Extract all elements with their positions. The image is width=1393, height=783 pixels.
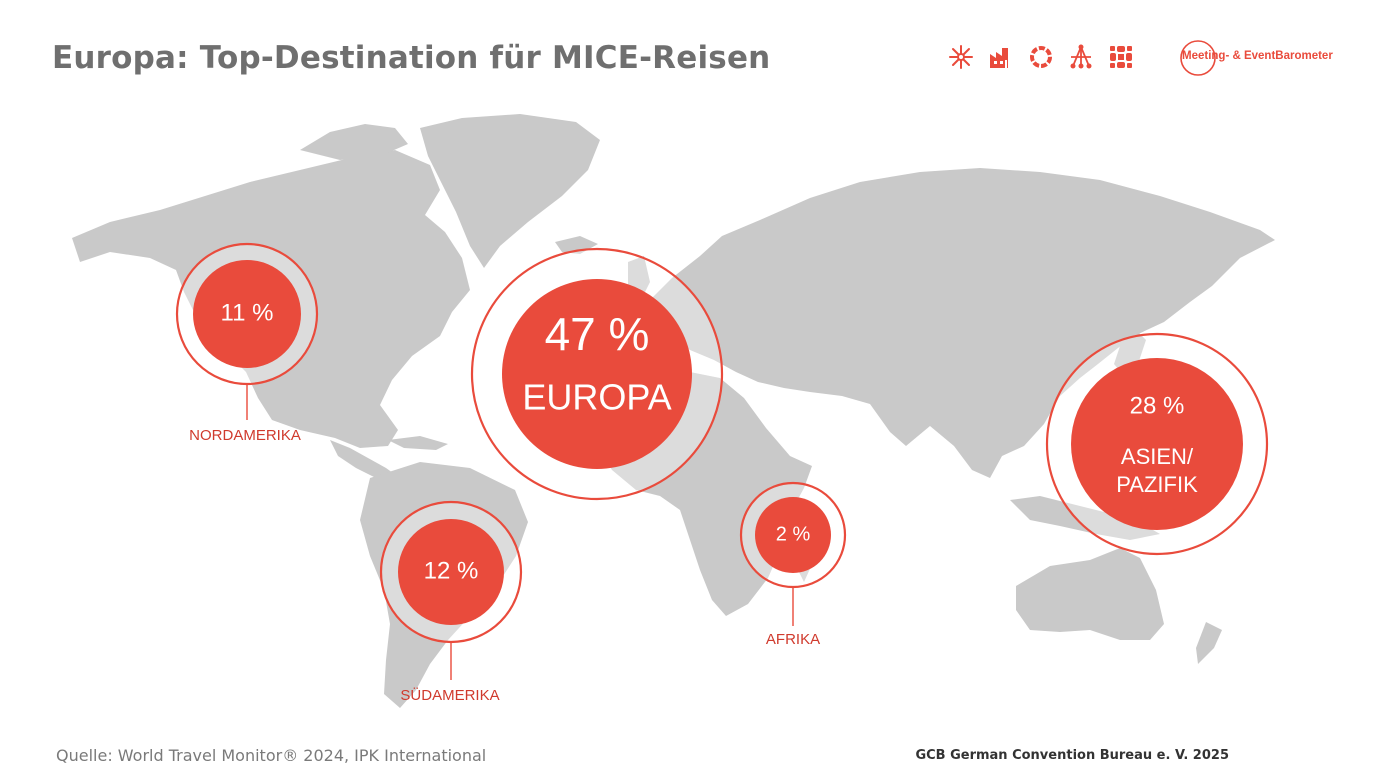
- value-label-afrika: 2 %: [776, 523, 811, 545]
- brand-icons: [948, 44, 1134, 72]
- bubble-afrika: 2 % AFRIKA: [739, 481, 847, 648]
- bubble-markers: 11 % NORDAMERIKA 47 % EUROPA 28 % ASIEN/PAZIF…: [175, 242, 1269, 704]
- landmass-australia: [1016, 548, 1164, 640]
- bubble-nordamerika-fill: [193, 260, 301, 368]
- value-label-europa: 47 %: [545, 308, 650, 360]
- region-label-europa: EUROPA: [522, 377, 671, 418]
- region-label-südamerika: SÜDAMERIKA: [400, 686, 499, 704]
- region-label-afrika: AFRIKA: [766, 631, 820, 648]
- value-label-südamerika: 12 %: [424, 557, 479, 584]
- factory-icon: [990, 48, 1008, 68]
- landmass-caribbean: [388, 436, 448, 450]
- bubble-südamerika: 12 % SÜDAMERIKA: [379, 500, 523, 704]
- landmass-new-zealand: [1196, 622, 1222, 664]
- network-icon: [1070, 44, 1092, 69]
- bubble-asien-pazifik: 28 % ASIEN/PAZIFIK: [1045, 332, 1269, 556]
- region-label-asien-pazifik: ASIEN/: [1121, 444, 1194, 469]
- region-label-nordamerika: NORDAMERIKA: [189, 427, 301, 444]
- value-label-asien-pazifik: 28 %: [1130, 392, 1185, 419]
- landmass-eurasia: [650, 168, 1275, 478]
- bubble-asien-pazifik-fill: [1071, 358, 1243, 530]
- landmass-indonesia: [1010, 496, 1160, 540]
- bubble-europa: 47 % EUROPA: [470, 247, 724, 501]
- landmass-greenland: [420, 114, 600, 268]
- bubble-europa-fill: [502, 279, 692, 469]
- copyright-note: GCB German Convention Bureau e. V. 2025: [915, 748, 1229, 763]
- landmass-arctic-islands: [300, 124, 408, 160]
- ring-icon: [1030, 46, 1052, 68]
- source-note: Quelle: World Travel Monitor® 2024, IPK …: [56, 746, 487, 765]
- bubble-nordamerika: 11 % NORDAMERIKA: [175, 242, 319, 444]
- logo-ring-icon: [1180, 40, 1216, 76]
- value-label-nordamerika: 11 %: [221, 299, 274, 326]
- brand-logo: Meeting- & EventBarometer: [1182, 50, 1333, 62]
- bubble-südamerika-fill: [398, 519, 504, 625]
- grid-flower-icon: [1110, 46, 1132, 68]
- region-label-asien-pazifik: PAZIFIK: [1116, 472, 1198, 497]
- bubble-afrika-fill: [755, 497, 831, 573]
- asterisk-icon: [949, 45, 973, 69]
- page-title: Europa: Top-Destination für MICE-Reisen: [52, 40, 771, 76]
